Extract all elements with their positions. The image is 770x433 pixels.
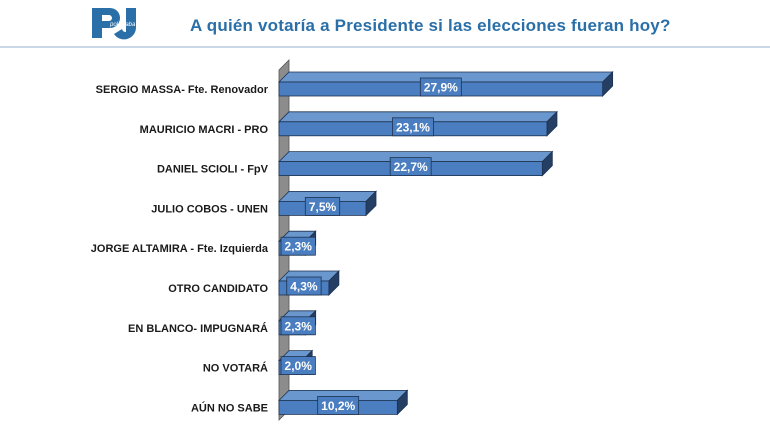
bar-group: EN BLANCO- IMPUGNARÁ 2,3% — [128, 309, 317, 336]
data-label-box — [419, 77, 462, 97]
bar-group: MAURICIO MACRI - PRO 23,1% — [140, 110, 558, 137]
title-divider — [0, 46, 770, 48]
bar-group: OTRO CANDIDATO 4,3% — [168, 270, 340, 296]
data-label: 27,9% — [424, 81, 458, 95]
page-title: A quién votaría a Presidente si las elec… — [190, 16, 671, 35]
data-label: 2,3% — [285, 240, 313, 254]
header: politicaba A quién votaría a Presidente … — [0, 0, 770, 50]
bar-group: NO VOTARÁ 2,0% — [203, 349, 316, 376]
category-label: JULIO COBOS - UNEN — [151, 203, 268, 215]
data-label-box — [280, 316, 316, 336]
data-label: 2,3% — [285, 319, 313, 333]
data-label: 10,2% — [321, 399, 355, 413]
svg-text:politicaba: politicaba — [109, 22, 136, 28]
data-label-box — [392, 117, 434, 137]
data-label: 22,7% — [394, 160, 428, 174]
data-label-box — [389, 157, 432, 177]
data-label: 7,5% — [309, 200, 337, 214]
bar-group: JORGE ALTAMIRA - Fte. Izquierda 2,3% — [91, 230, 317, 257]
data-label-box — [317, 395, 360, 415]
bar-group: AÚN NO SABE 10,2% — [191, 389, 409, 416]
bar-group: SERGIO MASSA- Fte. Renovador 27,9% — [96, 71, 614, 97]
data-label: 2,0% — [285, 359, 313, 373]
bar-group: JULIO COBOS - UNEN 7,5% — [151, 190, 377, 217]
category-label: DANIEL SCIOLI - FpV — [157, 164, 269, 176]
data-label-box — [280, 356, 316, 376]
category-label: OTRO CANDIDATO — [168, 283, 268, 295]
data-label-box — [286, 276, 322, 296]
category-label: JORGE ALTAMIRA - Fte. Izquierda — [91, 243, 269, 255]
data-label-box — [280, 236, 316, 256]
category-label: AÚN NO SABE — [191, 401, 268, 414]
category-label: EN BLANCO- IMPUGNARÁ — [128, 322, 268, 335]
category-label: NO VOTARÁ — [203, 362, 268, 375]
politicaba-logo-icon: politicaba — [92, 8, 136, 40]
data-label: 23,1% — [396, 120, 430, 134]
category-label: SERGIO MASSA- Fte. Renovador — [96, 84, 269, 96]
bar-group: DANIEL SCIOLI - FpV 22,7% — [157, 150, 554, 177]
data-label: 4,3% — [290, 280, 318, 294]
category-label: MAURICIO MACRI - PRO — [140, 124, 269, 136]
data-label-box — [304, 196, 341, 216]
